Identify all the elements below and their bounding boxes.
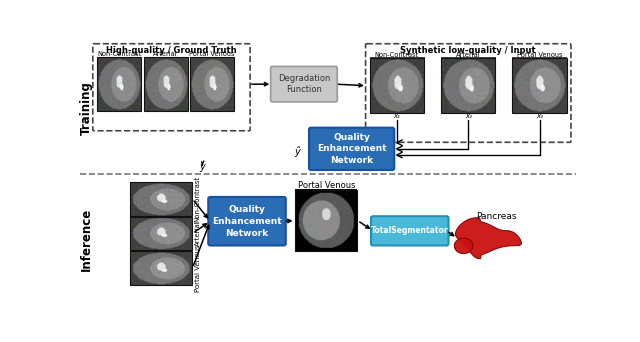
- Text: Arterial: Arterial: [154, 51, 178, 57]
- Text: Portal Venous: Portal Venous: [298, 181, 355, 190]
- Text: Synthetic low-quality / Input: Synthetic low-quality / Input: [401, 46, 536, 55]
- Text: Training: Training: [80, 81, 93, 135]
- FancyBboxPatch shape: [271, 66, 337, 102]
- FancyBboxPatch shape: [208, 197, 286, 246]
- Text: x₂: x₂: [465, 114, 472, 119]
- Bar: [513, 58, 566, 114]
- FancyBboxPatch shape: [309, 128, 394, 170]
- FancyBboxPatch shape: [371, 216, 449, 246]
- Bar: [143, 57, 188, 111]
- Text: Quality
Enhancement
Network: Quality Enhancement Network: [317, 133, 387, 165]
- Polygon shape: [454, 238, 473, 253]
- Text: Arterial: Arterial: [456, 52, 481, 58]
- Text: Portal Venous: Portal Venous: [189, 51, 235, 57]
- Text: x₃: x₃: [536, 114, 543, 119]
- Text: Arterial: Arterial: [195, 221, 201, 247]
- Text: Non-Contrast: Non-Contrast: [97, 51, 141, 57]
- Text: High-quality / Ground Truth: High-quality / Ground Truth: [106, 46, 237, 55]
- Text: Non-Contrast: Non-Contrast: [375, 52, 419, 58]
- Bar: [190, 57, 234, 111]
- Text: x₁: x₁: [394, 114, 401, 119]
- Text: Quality
Enhancement
Network: Quality Enhancement Network: [212, 205, 282, 238]
- Bar: [97, 57, 141, 111]
- Text: Inference: Inference: [80, 208, 93, 271]
- Bar: [131, 182, 193, 216]
- Bar: [441, 58, 495, 114]
- Text: Portal Venous: Portal Venous: [517, 52, 563, 58]
- Text: y: y: [200, 161, 205, 172]
- Text: Pancreas: Pancreas: [476, 212, 516, 221]
- Bar: [296, 190, 358, 251]
- Text: Non-Contrast: Non-Contrast: [195, 176, 201, 222]
- Text: Degradation
Function: Degradation Function: [278, 75, 330, 94]
- Text: Portal Venous: Portal Venous: [195, 245, 201, 292]
- Bar: [131, 216, 193, 250]
- Bar: [370, 58, 424, 114]
- Bar: [131, 251, 193, 285]
- Text: ŷ: ŷ: [294, 146, 300, 157]
- Text: TotalSegmentator: TotalSegmentator: [371, 226, 449, 235]
- Polygon shape: [456, 218, 522, 259]
